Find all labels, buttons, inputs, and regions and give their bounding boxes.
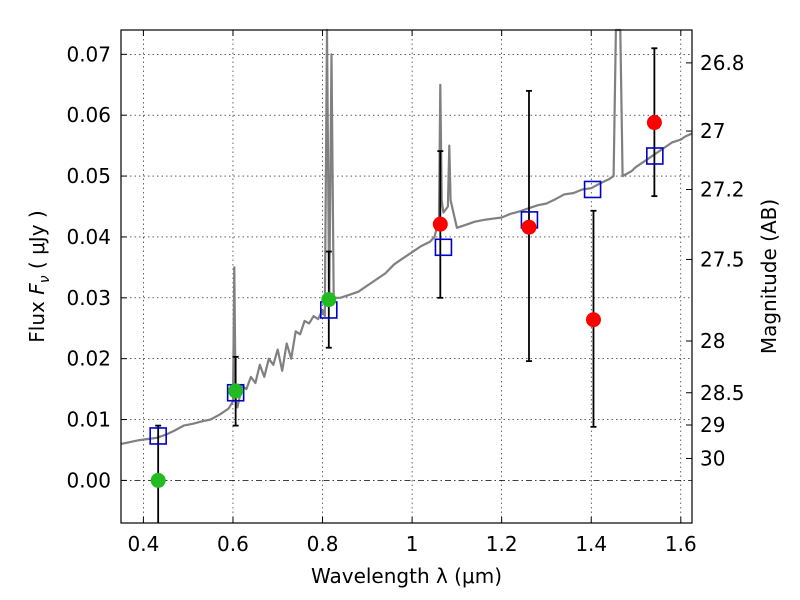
x-tick-label: 1.2 — [486, 532, 518, 556]
observed-flux-point — [321, 292, 337, 308]
observed-flux-point — [646, 115, 662, 131]
y-tick-label: 0.00 — [66, 468, 111, 492]
data-markers — [149, 115, 664, 488]
x-tick-label: 1.4 — [575, 532, 607, 556]
observed-flux-point — [521, 219, 537, 235]
right-tick-label: 29 — [700, 413, 725, 437]
right-tick-label: 27.5 — [700, 247, 745, 271]
y-tick-label: 0.05 — [66, 164, 111, 188]
error-bars — [155, 47, 658, 523]
x-axis-label: Wavelength λ (μm) — [311, 564, 502, 588]
y-tick-label: 0.03 — [66, 286, 111, 310]
observed-flux-point — [585, 312, 601, 328]
right-tick-label: 26.8 — [700, 51, 745, 75]
plot-frame — [120, 29, 693, 524]
y-tick-label: 0.04 — [66, 225, 111, 249]
grid — [121, 30, 692, 523]
model-photometry-square — [434, 238, 453, 257]
right-tick-label: 28.5 — [700, 381, 745, 405]
model-photometry-square — [646, 147, 664, 165]
observed-flux-point — [228, 383, 244, 399]
right-tick-label: 27.2 — [700, 177, 745, 201]
observed-flux-point — [432, 216, 448, 232]
y-axis-label: Flux Fν ( μJy ) — [25, 210, 53, 342]
right-tick-label: 28 — [700, 329, 725, 353]
x-tick-label: 1.6 — [665, 532, 697, 556]
observed-flux-point — [150, 472, 166, 488]
x-tick-label: 1 — [406, 532, 419, 556]
y-tick-label: 0.07 — [66, 42, 111, 66]
y-tick-label: 0.01 — [66, 408, 111, 432]
y-tick-label: 0.02 — [66, 347, 111, 371]
axis-ticks: 0.4 0.6 0.8 1 1.2 1.4 1.6 0.00 0.01 0.02 0.03 0.04 0… — [66, 30, 745, 556]
model-photometry-square — [149, 427, 167, 445]
y-tick-label: 0.06 — [66, 103, 111, 127]
right-tick-label: 30 — [700, 446, 725, 470]
right-axis-label: Magnitude (AB) — [757, 199, 781, 354]
x-tick-label: 0.6 — [217, 532, 249, 556]
x-tick-label: 0.8 — [307, 532, 339, 556]
right-tick-label: 27 — [700, 119, 725, 143]
model-photometry-square — [583, 180, 602, 199]
x-tick-label: 0.4 — [127, 532, 159, 556]
